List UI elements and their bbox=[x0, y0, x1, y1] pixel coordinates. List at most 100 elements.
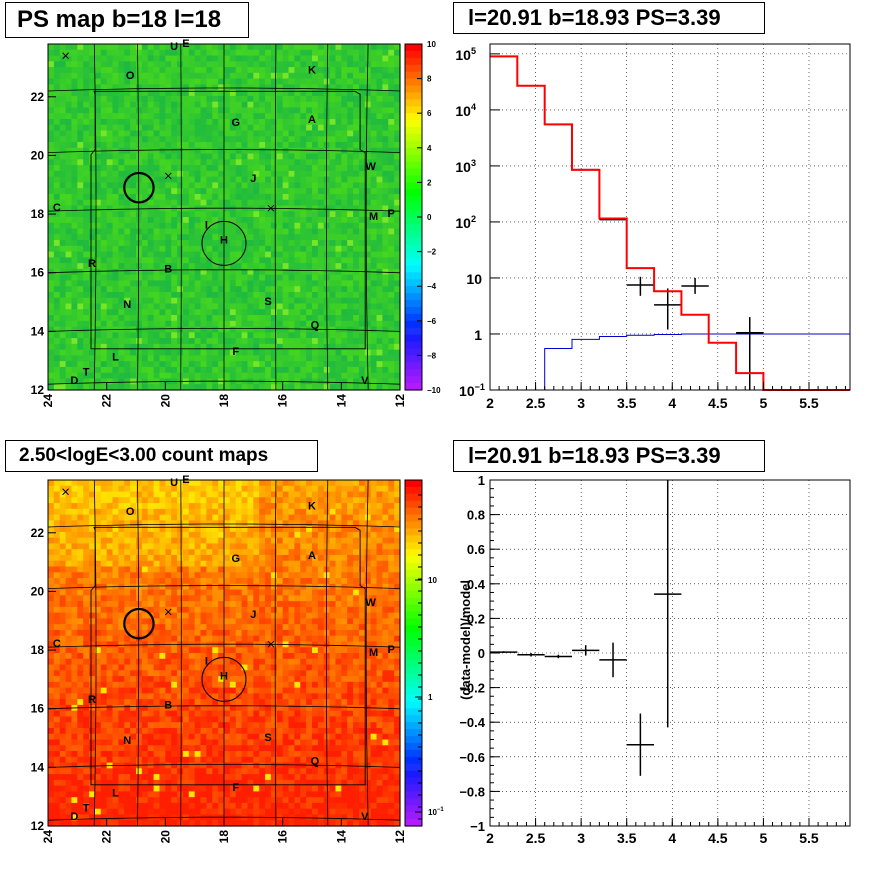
heatmap-cell bbox=[300, 84, 307, 91]
heatmap-cell bbox=[94, 72, 102, 80]
heatmap-cell bbox=[200, 84, 207, 91]
heatmap-cell bbox=[53, 566, 61, 573]
heatmap-cell bbox=[59, 332, 67, 339]
heatmap-cell bbox=[300, 320, 307, 328]
heatmap-cell bbox=[200, 78, 207, 85]
heatmap-cell bbox=[106, 739, 114, 746]
heatmap-cell bbox=[153, 739, 161, 746]
heatmap-cell bbox=[259, 118, 266, 126]
heatmap-cell bbox=[77, 153, 84, 160]
heatmap-cell bbox=[77, 182, 84, 189]
heatmap-cell bbox=[159, 693, 166, 700]
heatmap-cell bbox=[65, 101, 73, 109]
heatmap-cell bbox=[112, 84, 119, 91]
heatmap-cell bbox=[218, 378, 225, 385]
heatmap-cell bbox=[276, 84, 284, 91]
heatmap-cell bbox=[218, 159, 225, 166]
heatmap-cell bbox=[89, 332, 96, 339]
heatmap-cell bbox=[89, 228, 96, 235]
heatmap-cell bbox=[77, 113, 84, 120]
heatmap-cell bbox=[306, 332, 313, 339]
heatmap-cell bbox=[194, 78, 202, 85]
heatmap-cell bbox=[77, 274, 84, 282]
heatmap-cell bbox=[89, 710, 96, 718]
heatmap-cell bbox=[364, 338, 372, 345]
heatmap-cell bbox=[159, 612, 166, 619]
heatmap-cell bbox=[100, 785, 108, 792]
heatmap-cell bbox=[48, 378, 55, 385]
heatmap-cell bbox=[71, 199, 78, 207]
grid-parallel bbox=[47, 327, 401, 332]
heatmap-cell bbox=[376, 84, 383, 91]
heatmap-cell bbox=[312, 72, 319, 80]
heatmap-cell bbox=[124, 514, 131, 521]
heatmap-cell bbox=[265, 124, 272, 132]
heatmap-cell bbox=[89, 491, 96, 498]
heatmap-cell bbox=[206, 245, 213, 253]
heatmap-cell bbox=[247, 349, 254, 356]
heatmap-cell bbox=[71, 808, 78, 816]
heatmap-cell bbox=[153, 560, 161, 568]
heatmap-cell bbox=[341, 257, 348, 264]
heatmap-cell bbox=[253, 118, 260, 126]
heatmap-cell bbox=[294, 118, 301, 126]
heatmap-cell bbox=[71, 549, 78, 556]
heatmap-cell bbox=[147, 130, 155, 137]
heatmap-cell bbox=[153, 710, 161, 718]
heatmap-cell bbox=[206, 355, 213, 362]
heatmap-cell bbox=[177, 485, 184, 493]
heatmap-cell bbox=[317, 124, 325, 132]
heatmap-cell bbox=[300, 130, 307, 137]
heatmap-cell bbox=[65, 142, 73, 149]
heatmap-cell bbox=[376, 320, 383, 328]
heatmap-cell bbox=[118, 124, 125, 132]
heatmap-cell bbox=[48, 572, 55, 579]
heatmap-cell bbox=[83, 291, 90, 299]
heatmap-cell bbox=[177, 67, 184, 74]
heatmap-cell bbox=[124, 681, 131, 689]
heatmap-cell bbox=[147, 635, 155, 643]
heatmap-cell bbox=[141, 629, 149, 637]
heatmap-cell bbox=[77, 280, 84, 287]
heatmap-cell bbox=[270, 159, 278, 166]
heatmap-cell bbox=[106, 768, 114, 775]
heatmap-cell bbox=[288, 182, 295, 189]
heatmap-cell bbox=[159, 606, 166, 614]
heatmap-cell bbox=[312, 245, 319, 253]
heatmap-cell bbox=[124, 165, 131, 172]
heatmap-cell bbox=[83, 595, 90, 602]
heatmap-cell bbox=[312, 315, 319, 322]
heatmap-cell bbox=[294, 199, 301, 207]
heatmap-cell bbox=[141, 159, 149, 166]
heatmap-cell bbox=[276, 44, 284, 51]
heatmap-cell bbox=[300, 297, 307, 305]
heatmap-cell bbox=[94, 251, 102, 258]
heatmap-cell bbox=[253, 384, 260, 391]
heatmap-cell bbox=[83, 372, 90, 380]
heatmap-cell bbox=[206, 274, 213, 282]
heatmap-cell bbox=[270, 124, 278, 132]
heatmap-cell bbox=[124, 263, 131, 270]
heatmap-cell bbox=[177, 136, 184, 143]
heatmap-cell bbox=[100, 658, 108, 666]
heatmap-cell bbox=[112, 549, 119, 556]
heatmap-cell bbox=[48, 503, 55, 510]
heatmap-cell bbox=[112, 297, 119, 305]
heatmap-cell bbox=[241, 44, 249, 51]
heatmap-cell bbox=[65, 170, 73, 178]
heatmap-cell bbox=[89, 635, 96, 643]
heatmap-cell bbox=[259, 315, 266, 322]
heatmap-cell bbox=[388, 332, 395, 339]
heatmap-cell bbox=[394, 320, 401, 328]
heatmap-cell bbox=[147, 165, 155, 172]
heatmap-cell bbox=[358, 303, 366, 310]
heatmap-cell bbox=[347, 193, 354, 201]
heatmap-cell bbox=[159, 797, 166, 804]
heatmap-cell bbox=[335, 234, 342, 241]
heatmap-cell bbox=[306, 349, 313, 356]
heatmap-cell bbox=[253, 211, 260, 218]
heatmap-cell bbox=[188, 268, 196, 276]
heatmap-cell bbox=[235, 199, 243, 207]
heatmap-cell bbox=[218, 309, 225, 316]
heatmap-cell bbox=[48, 90, 55, 97]
